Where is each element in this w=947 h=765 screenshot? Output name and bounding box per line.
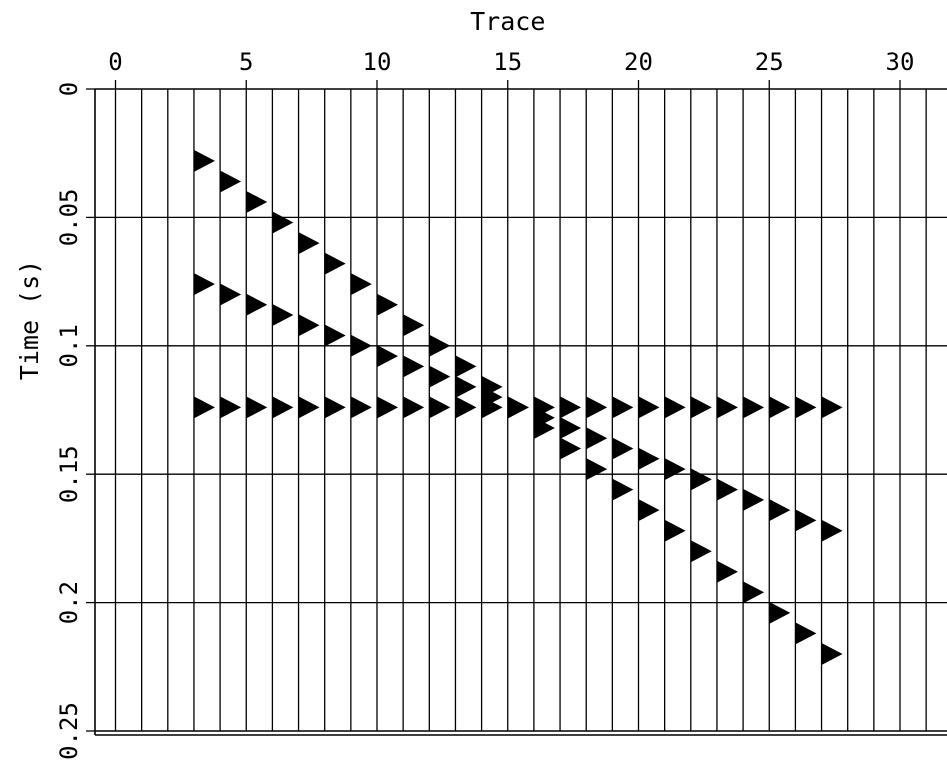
wavelet-event-0 (821, 642, 843, 665)
wavelet-event-1 (429, 365, 451, 388)
wavelet-event-2 (272, 396, 294, 419)
wavelet-event-1 (193, 273, 215, 296)
wavelet-event-1 (769, 499, 791, 522)
wavelet-event-2 (246, 396, 268, 419)
wavelet-event-0 (690, 540, 712, 563)
x-tick-label: 20 (624, 48, 653, 76)
wavelet-event-1 (324, 324, 346, 347)
wavelet-event-1 (716, 478, 738, 501)
y-tick-label: 0.1 (55, 324, 83, 367)
wavelet-event-1 (743, 488, 765, 511)
wavelet-event-2 (638, 396, 660, 419)
wavelet-event-2 (455, 396, 477, 419)
wavelet-event-1 (690, 468, 712, 491)
wavelet-event-2 (743, 396, 765, 419)
wavelet-event-1 (272, 303, 294, 326)
wavelet-event-2 (769, 396, 791, 419)
x-tick-label: 10 (363, 48, 392, 76)
wavelet-event-0 (716, 560, 738, 583)
wavelet-event-0 (298, 232, 320, 255)
wavelet-events (193, 149, 843, 665)
wavelet-event-0 (193, 149, 215, 172)
wavelet-event-2 (220, 396, 242, 419)
y-axis-title: Time (s) (15, 260, 44, 380)
wavelet-event-0 (403, 314, 425, 337)
wavelet-event-0 (612, 478, 634, 501)
wavelet-event-1 (821, 519, 843, 542)
wavelet-event-0 (350, 273, 372, 296)
wavelet-event-2 (795, 396, 817, 419)
wavelet-event-2 (350, 396, 372, 419)
y-tick-label: 0 (55, 82, 83, 96)
x-tick-label: 15 (493, 48, 522, 76)
wavelet-event-1 (350, 334, 372, 357)
wavelet-event-0 (769, 601, 791, 624)
wavelet-event-1 (586, 427, 608, 450)
wavelet-event-0 (429, 334, 451, 357)
wavelet-event-0 (272, 211, 294, 234)
wavelet-event-2 (507, 396, 529, 419)
wavelet-event-0 (220, 170, 242, 193)
wavelet-event-1 (246, 293, 268, 316)
wavelet-event-2 (821, 396, 843, 419)
wavelet-event-2 (690, 396, 712, 419)
wavelet-event-2 (429, 396, 451, 419)
wavelet-event-2 (377, 396, 398, 419)
wavelet-event-0 (324, 252, 346, 275)
wavelet-event-1 (612, 437, 634, 460)
x-tick-label: 0 (108, 48, 122, 76)
wavelet-event-1 (638, 447, 660, 470)
wavelet-event-2 (533, 396, 555, 419)
wavelet-event-2 (324, 396, 346, 419)
wavelet-event-2 (716, 396, 738, 419)
wavelet-event-2 (586, 396, 608, 419)
y-axis-ticks: 0 0.05 0.1 0.15 0.2 0.25 (55, 82, 95, 760)
wavelet-event-2 (612, 396, 634, 419)
wavelet-event-0 (743, 581, 765, 604)
wavelet-event-1 (403, 355, 425, 378)
wavelet-event-0 (246, 190, 268, 213)
wavelet-event-2 (664, 396, 686, 419)
wavelet-event-1 (560, 416, 582, 439)
wavelet-event-0 (795, 622, 817, 645)
wavelet-event-1 (298, 314, 320, 337)
wavelet-event-1 (795, 509, 817, 532)
x-tick-label: 30 (886, 48, 915, 76)
wavelet-event-2 (193, 396, 215, 419)
plot-frame (94, 88, 947, 736)
wavelet-event-0 (377, 293, 398, 316)
y-tick-label: 0.15 (55, 445, 83, 503)
y-tick-label: 0.25 (55, 702, 83, 760)
wavelet-event-2 (403, 396, 425, 419)
wavelet-event-0 (586, 458, 608, 481)
x-axis-ticks: 0 5 10 15 20 25 30 (108, 48, 914, 89)
wavelet-event-0 (638, 499, 660, 522)
y-tick-label: 0.05 (55, 189, 83, 247)
wavelet-event-0 (455, 355, 477, 378)
wavelet-event-2 (298, 396, 320, 419)
x-tick-label: 25 (755, 48, 784, 76)
wavelet-event-1 (455, 375, 477, 398)
x-axis-title: Trace (470, 7, 545, 36)
wavelet-event-1 (377, 345, 398, 368)
wavelet-event-1 (220, 283, 242, 306)
wavelet-event-0 (664, 519, 686, 542)
wavelet-event-0 (560, 437, 582, 460)
wavelet-event-2 (481, 396, 503, 419)
wavelet-event-1 (664, 458, 686, 481)
y-tick-label: 0.2 (55, 581, 83, 624)
wavelet-event-2 (560, 396, 582, 419)
x-tick-label: 5 (239, 48, 253, 76)
